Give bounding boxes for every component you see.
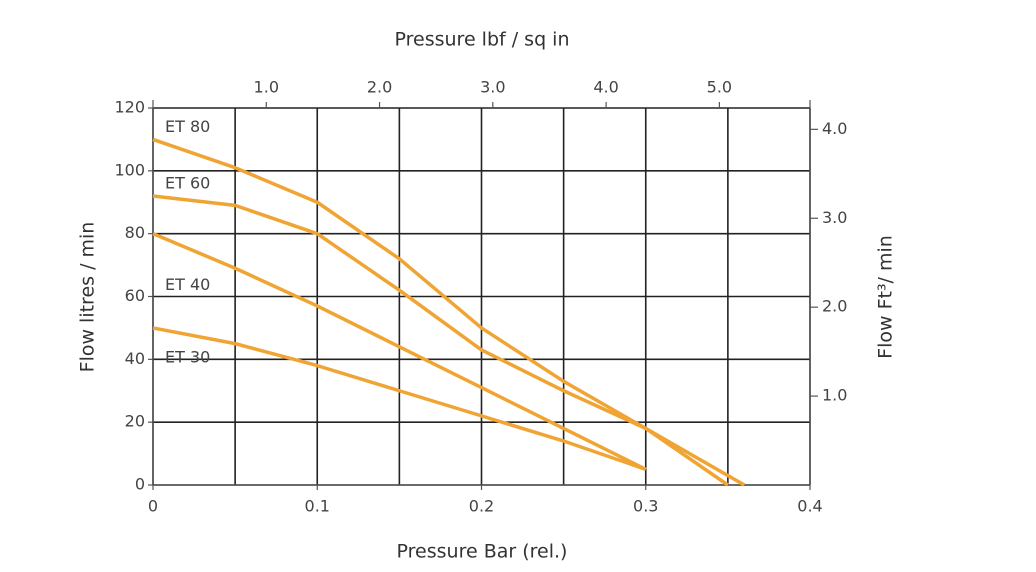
y2-tick-label: 2.0 — [822, 297, 847, 316]
x-tick-label: 0.4 — [797, 497, 822, 516]
y2-axis-title: Flow Ft³/ min — [875, 235, 897, 359]
series-label: ET 80 — [165, 117, 210, 136]
x2-axis-title: Pressure lbf / sq in — [395, 29, 570, 51]
x-axis-title: Pressure Bar (rel.) — [397, 541, 568, 563]
y-tick-label: 120 — [114, 98, 145, 117]
y-axis-title: Flow litres / min — [77, 222, 99, 373]
series-label: ET 60 — [165, 173, 210, 192]
y2-tick-label: 3.0 — [822, 208, 847, 227]
x2-tick-label: 1.0 — [254, 78, 279, 97]
y-tick-label: 40 — [125, 349, 145, 368]
x2-tick-label: 3.0 — [480, 78, 505, 97]
x-tick-label: 0.2 — [469, 497, 494, 516]
series-label: ET 30 — [165, 347, 210, 366]
x2-tick-label: 2.0 — [367, 78, 392, 97]
y-tick-label: 80 — [125, 223, 145, 242]
series-label: ET 40 — [165, 275, 210, 294]
x-tick-label: 0.1 — [305, 497, 330, 516]
y-tick-label: 0 — [135, 475, 145, 494]
series-line — [152, 194, 729, 487]
series-line — [152, 326, 647, 471]
x2-tick-label: 5.0 — [707, 78, 732, 97]
y2-tick-label: 1.0 — [822, 386, 847, 405]
x-tick-label: 0.3 — [633, 497, 658, 516]
x-tick-label: 0 — [148, 497, 158, 516]
series-line — [152, 232, 647, 471]
y-tick-label: 20 — [125, 412, 145, 431]
y-tick-label: 60 — [125, 286, 145, 305]
y-tick-label: 100 — [114, 160, 145, 179]
y2-tick-label: 4.0 — [822, 119, 847, 138]
x2-tick-label: 4.0 — [593, 78, 618, 97]
